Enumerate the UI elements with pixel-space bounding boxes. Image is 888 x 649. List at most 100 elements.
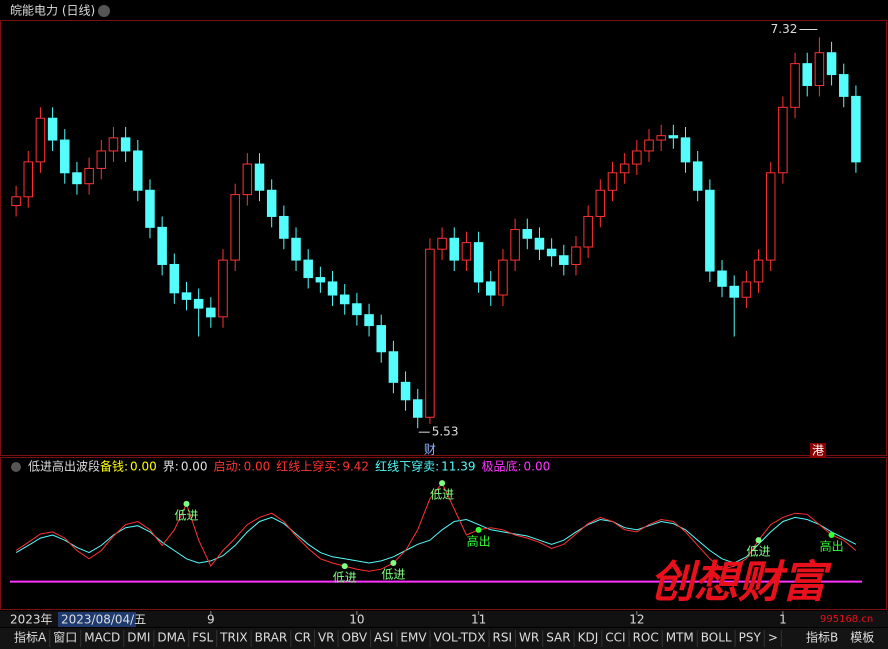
main-plot: 7.32 5.53 财 港 xyxy=(11,22,861,458)
tab[interactable]: EMV xyxy=(400,631,427,645)
tab[interactable]: WR xyxy=(519,631,539,645)
tab[interactable]: 模板 xyxy=(850,631,874,645)
tab[interactable]: > xyxy=(768,631,778,645)
chart-title: 皖能电力 (日线) xyxy=(10,4,95,18)
tab[interactable]: TRIX xyxy=(219,631,247,645)
candle-body xyxy=(619,163,630,174)
tab[interactable]: MTM xyxy=(666,631,694,645)
title-menu[interactable] xyxy=(98,5,110,17)
candle-body xyxy=(741,281,752,298)
candle-body xyxy=(400,381,411,401)
candle-body xyxy=(169,263,180,294)
candle-body xyxy=(826,52,837,76)
candle-body xyxy=(47,117,58,141)
candle-body xyxy=(692,161,703,191)
tab[interactable]: CCI xyxy=(605,631,625,645)
tab[interactable]: CR xyxy=(294,631,311,645)
candle-body xyxy=(729,285,739,298)
candle-body xyxy=(632,150,642,165)
tab[interactable]: SAR xyxy=(546,631,570,645)
candle-body xyxy=(181,292,192,300)
legend-name: 红线上穿买: xyxy=(276,459,340,474)
candle-body xyxy=(498,259,508,296)
tab[interactable]: DMI xyxy=(127,631,150,645)
candle-body xyxy=(668,135,679,139)
candle-body xyxy=(814,52,825,86)
tab[interactable]: PSY xyxy=(739,631,762,645)
signal-dot xyxy=(475,526,482,533)
candle-body xyxy=(425,248,435,418)
x-tick-label: 12 xyxy=(629,613,644,627)
signal-label: 低进 xyxy=(747,545,771,559)
tab[interactable]: MACD xyxy=(84,631,120,645)
indicator-menu[interactable] xyxy=(11,462,21,472)
candle-body xyxy=(753,259,764,283)
candle-body xyxy=(449,237,460,261)
indicator-line xyxy=(15,482,857,572)
signal-dot xyxy=(439,480,446,487)
candle-body xyxy=(218,259,228,318)
tab[interactable]: ASI xyxy=(374,631,393,645)
signal-label: 低进 xyxy=(174,508,198,522)
candle-body xyxy=(157,226,167,265)
signal-dot xyxy=(828,532,835,538)
candle-body xyxy=(133,150,143,191)
candle-body xyxy=(473,242,484,283)
candle-body xyxy=(790,63,800,108)
tab[interactable]: FSL xyxy=(192,631,213,645)
candle-body xyxy=(339,294,350,305)
tab[interactable]: VR xyxy=(318,631,335,645)
legend-value: 11.39 xyxy=(441,460,475,474)
candle-body xyxy=(717,270,727,287)
legend-name: 极品底: xyxy=(481,459,521,474)
tab[interactable]: OBV xyxy=(342,631,368,645)
tab[interactable]: 指标B xyxy=(806,630,838,645)
candle-body xyxy=(778,106,788,174)
candle-body xyxy=(242,163,253,196)
tab[interactable]: RSI xyxy=(493,631,513,645)
candle-body xyxy=(583,215,593,248)
candle-body xyxy=(765,172,776,261)
tab[interactable]: 窗口 xyxy=(53,631,77,645)
candle-body xyxy=(352,303,362,316)
marker-gang: 港 xyxy=(812,444,824,458)
candle-body xyxy=(279,215,289,239)
axis-year: 2023年 xyxy=(10,613,53,627)
candle-body xyxy=(656,135,666,141)
tab[interactable]: VOL-TDX xyxy=(434,631,486,645)
candle-body xyxy=(364,314,374,327)
cursor-date-box xyxy=(58,612,136,627)
candle-body xyxy=(23,161,34,198)
candle-body xyxy=(303,259,313,279)
tab[interactable]: BOLL xyxy=(701,631,732,645)
candle-body xyxy=(120,137,131,152)
candle-body xyxy=(193,298,204,309)
candle-body xyxy=(437,237,447,250)
cursor-date: 2023/08/04/五 xyxy=(61,613,146,627)
tab[interactable]: KDJ xyxy=(578,631,599,645)
signal-label: 高出 xyxy=(820,539,844,554)
tab[interactable]: 指标A xyxy=(14,630,47,645)
marker-cai: 财 xyxy=(424,443,436,457)
tab[interactable]: BRAR xyxy=(255,631,288,645)
tab[interactable]: DMA xyxy=(157,631,186,645)
candle-body xyxy=(461,242,472,261)
candle-body xyxy=(72,172,82,185)
candle-body xyxy=(510,229,520,261)
legend-value: 0.00 xyxy=(181,460,208,474)
indicator-panel-border xyxy=(0,457,887,610)
candle-body xyxy=(266,189,277,217)
indicator-title: 低进高出波段 xyxy=(28,459,100,474)
legend-value: 0.00 xyxy=(130,460,157,474)
tab-bar xyxy=(0,628,888,649)
main-panel-border xyxy=(0,20,887,456)
candle-body xyxy=(546,248,557,257)
candle-body xyxy=(230,194,240,261)
legend-name: 备钱: xyxy=(100,459,128,474)
signal-label: 高出 xyxy=(467,533,491,548)
watermark: 创想财富 xyxy=(650,557,832,608)
candle-body xyxy=(388,351,399,383)
tab[interactable]: ROC xyxy=(633,631,659,645)
candle-body xyxy=(254,163,265,191)
